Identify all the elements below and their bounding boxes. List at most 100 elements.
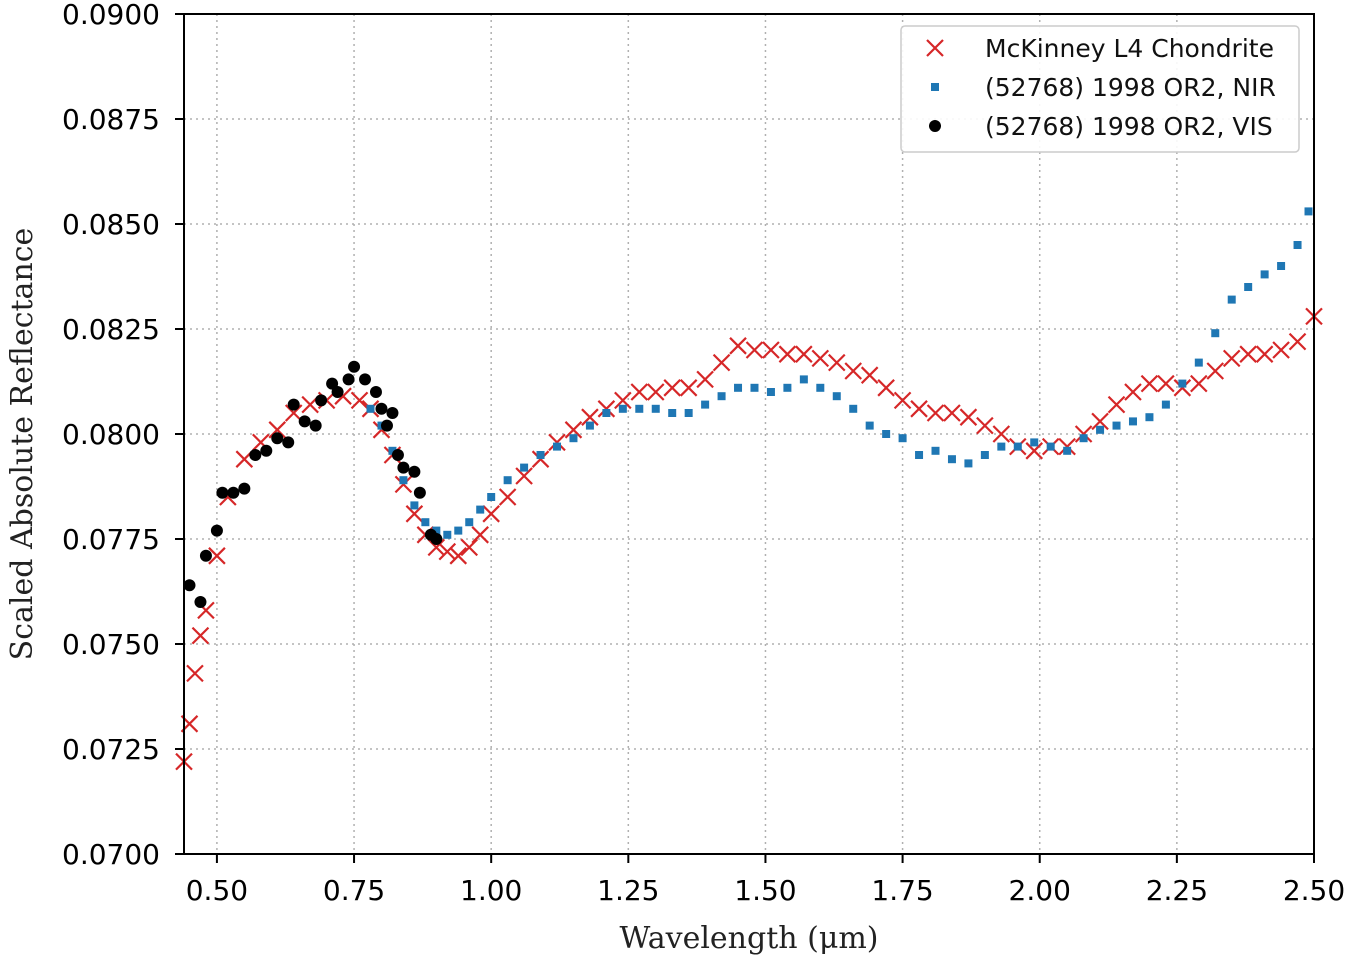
data-point <box>684 409 693 417</box>
data-point <box>1239 345 1257 363</box>
data-point <box>268 421 287 439</box>
data-point <box>194 596 207 608</box>
legend-box <box>900 25 1300 153</box>
data-point <box>284 404 303 422</box>
data-point <box>1260 270 1269 279</box>
data-point <box>569 434 578 443</box>
y-tick-label: 0.0850 <box>62 208 160 241</box>
data-point <box>1013 442 1022 451</box>
data-point <box>536 451 545 459</box>
data-point <box>877 379 895 397</box>
data-point <box>1079 434 1088 443</box>
data-point <box>844 362 863 380</box>
data-point <box>1255 345 1274 363</box>
data-point <box>359 373 372 386</box>
data-point <box>816 383 825 392</box>
data-point <box>394 475 413 494</box>
data-point <box>331 386 344 398</box>
data-point <box>375 402 388 415</box>
data-point <box>482 505 500 523</box>
series <box>183 360 443 608</box>
data-point <box>449 547 468 565</box>
data-point <box>992 425 1011 443</box>
data-point <box>348 360 361 373</box>
x-tick-label: 2.25 <box>1146 874 1208 907</box>
data-point <box>548 433 566 452</box>
y-tick-label: 0.0800 <box>62 418 160 451</box>
data-point <box>1190 374 1208 393</box>
data-point <box>1145 413 1154 422</box>
data-point <box>1058 437 1076 456</box>
x-axis: 0.50 0.75 1.00 1.25 1.50 1.75 2.00 2.25 2.50 <box>186 854 1345 907</box>
data-point <box>210 524 223 537</box>
data-point <box>460 538 479 557</box>
data-point <box>498 488 517 506</box>
data-point <box>386 407 399 419</box>
data-point <box>630 383 649 401</box>
data-point <box>976 416 994 435</box>
data-point <box>964 459 973 468</box>
data-point <box>926 404 945 422</box>
data-point <box>432 526 441 535</box>
data-point <box>882 430 891 438</box>
data-point <box>183 579 196 592</box>
data-point <box>421 518 430 527</box>
data-point <box>465 518 474 527</box>
legend-label: McKinney L4 Chondrite <box>985 34 1274 63</box>
data-point <box>827 353 846 372</box>
legend-item: (52768) 1998 OR2, VIS <box>929 112 1273 141</box>
data-point <box>1206 362 1225 380</box>
data-point <box>287 398 300 411</box>
data-point <box>762 341 780 359</box>
data-point <box>260 444 273 457</box>
data-point <box>388 446 397 455</box>
data-point <box>929 120 941 132</box>
data-point <box>1112 421 1121 430</box>
y-tick-label: 0.0700 <box>62 838 160 871</box>
data-point <box>1304 207 1313 216</box>
data-point <box>1244 283 1253 291</box>
data-point <box>282 436 295 449</box>
data-point <box>216 486 229 499</box>
data-point <box>778 345 797 363</box>
data-point <box>471 526 489 544</box>
legend-item: McKinney L4 Chondrite <box>926 34 1274 63</box>
data-point <box>515 467 533 485</box>
data-point <box>745 341 764 359</box>
data-point <box>614 391 632 410</box>
data-point <box>696 370 714 389</box>
x-tick-label: 2.50 <box>1283 874 1345 907</box>
data-point <box>597 400 616 418</box>
data-point <box>1272 341 1290 359</box>
legend-label: (52768) 1998 OR2, NIR <box>985 73 1276 102</box>
data-point <box>1140 374 1159 393</box>
data-point <box>1161 400 1170 409</box>
x-tick-label: 1.75 <box>871 874 933 907</box>
y-tick-label: 0.0825 <box>62 313 160 346</box>
data-point <box>646 383 665 401</box>
data-point <box>476 505 485 514</box>
data-point <box>1277 262 1286 270</box>
data-point <box>943 404 961 422</box>
data-point <box>391 449 404 461</box>
data-point <box>249 449 262 461</box>
y-tick-label: 0.0750 <box>62 628 160 661</box>
x-tick-label: 1.50 <box>734 874 796 907</box>
data-point <box>503 476 512 485</box>
data-point <box>397 461 410 474</box>
data-point <box>947 455 956 464</box>
data-point <box>618 404 627 413</box>
data-point <box>1178 379 1187 388</box>
series <box>366 207 1313 539</box>
data-point <box>399 476 408 485</box>
y-axis: 0.0700 0.0725 0.0750 0.0775 0.0800 0.0825 0.08… <box>62 0 184 871</box>
data-point <box>701 400 710 409</box>
data-point <box>799 375 808 384</box>
data-point <box>342 373 355 386</box>
data-point <box>1222 349 1241 368</box>
data-point <box>893 391 912 410</box>
data-point <box>931 446 940 455</box>
data-point <box>1074 425 1093 443</box>
data-point <box>1293 241 1302 249</box>
data-point <box>410 501 419 510</box>
